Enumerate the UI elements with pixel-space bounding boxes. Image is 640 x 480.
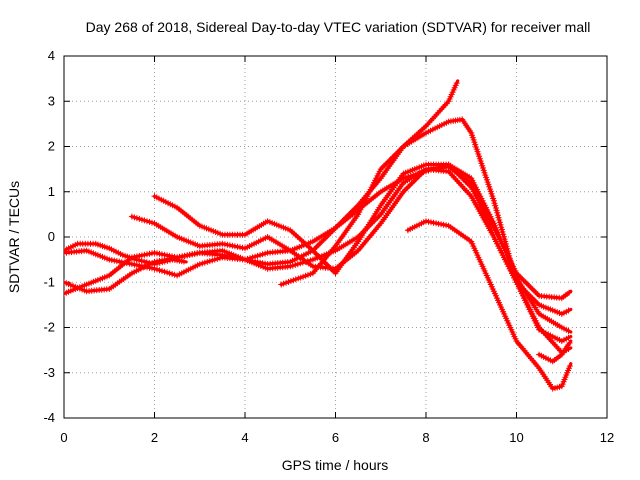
y-axis-label: SDTVAR / TECUs xyxy=(6,181,22,293)
x-axis-ticks: 0 2 4 6 8 10 12 xyxy=(60,56,614,445)
series-trace-2 xyxy=(64,161,573,302)
chart-title: Day 268 of 2018, Sidereal Day-to-day VTE… xyxy=(86,19,591,35)
x-tick-label: 8 xyxy=(422,430,429,445)
series-markers xyxy=(64,240,187,268)
y-tick-label: 3 xyxy=(48,93,55,108)
x-axis-label: GPS time / hours xyxy=(282,457,389,473)
series-trace-4 xyxy=(128,166,573,356)
series-markers xyxy=(128,166,572,356)
series-trace-8 xyxy=(536,339,573,365)
y-tick-label: -1 xyxy=(43,274,55,289)
data-series xyxy=(64,79,573,392)
y-tick-label: 4 xyxy=(48,48,55,63)
y-tick-label: 1 xyxy=(48,184,55,199)
y-tick-label: -4 xyxy=(43,410,55,425)
series-markers xyxy=(278,116,572,345)
y-tick-label: 2 xyxy=(48,139,55,154)
series-trace-7 xyxy=(278,116,573,345)
series-markers xyxy=(64,161,572,302)
series-trace-9 xyxy=(64,240,188,268)
grid-lines xyxy=(64,56,607,418)
y-tick-label: -2 xyxy=(43,320,55,335)
x-tick-label: 10 xyxy=(509,430,523,445)
y-tick-label: -3 xyxy=(43,365,55,380)
x-tick-label: 6 xyxy=(332,430,339,445)
series-markers xyxy=(536,340,573,365)
x-tick-label: 2 xyxy=(151,430,158,445)
y-tick-label: 0 xyxy=(48,229,55,244)
x-tick-label: 12 xyxy=(600,430,614,445)
series-markers xyxy=(404,218,573,392)
x-tick-label: 0 xyxy=(60,430,67,445)
y-axis-ticks: -4 -3 -2 -1 0 1 2 3 4 xyxy=(43,48,607,425)
x-tick-label: 4 xyxy=(241,430,248,445)
series-trace-6 xyxy=(404,218,573,392)
